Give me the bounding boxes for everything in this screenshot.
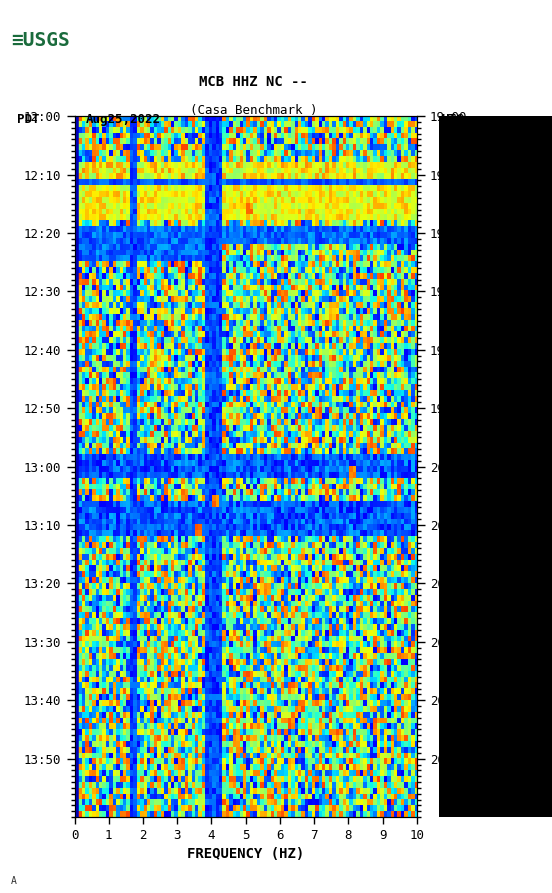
Text: PDT: PDT xyxy=(17,113,39,126)
Text: ≡USGS: ≡USGS xyxy=(11,31,70,50)
Text: MCB HHZ NC --: MCB HHZ NC -- xyxy=(199,75,309,89)
Text: Aug25,2022: Aug25,2022 xyxy=(86,113,161,126)
Text: UTC: UTC xyxy=(442,113,464,126)
Text: (Casa Benchmark ): (Casa Benchmark ) xyxy=(190,104,317,118)
X-axis label: FREQUENCY (HZ): FREQUENCY (HZ) xyxy=(187,847,304,862)
Text: A: A xyxy=(11,876,17,886)
